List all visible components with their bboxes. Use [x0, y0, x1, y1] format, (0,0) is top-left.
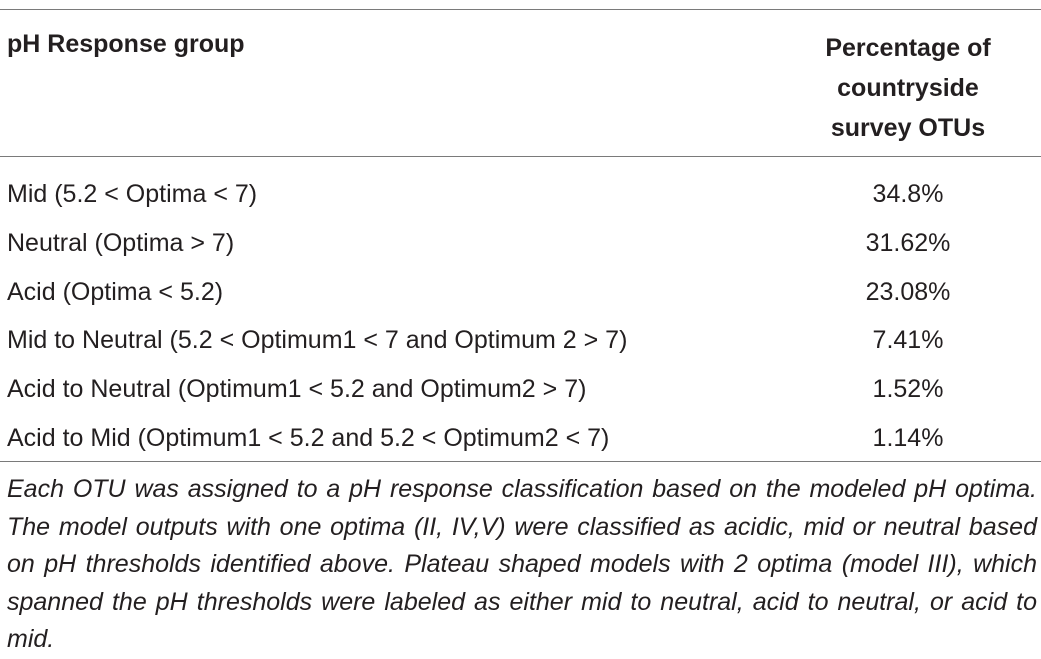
- table-row: Acid (Optima < 5.2) 23.08%: [0, 268, 1041, 317]
- row-percentage: 23.08%: [865, 277, 951, 306]
- table-row: Mid (5.2 < Optima < 7) 34.8%: [0, 170, 1041, 219]
- row-group-label: Acid to Mid (Optimum1 < 5.2 and 5.2 < Op…: [7, 423, 610, 452]
- table-row: Acid to Mid (Optimum1 < 5.2 and 5.2 < Op…: [0, 414, 1041, 463]
- row-group-label: Mid to Neutral (5.2 < Optimum1 < 7 and O…: [7, 326, 628, 355]
- header-percentage-line-3: survey OTUs: [830, 114, 986, 142]
- row-percentage: 1.14%: [872, 423, 944, 452]
- header-rule: [0, 156, 1041, 157]
- header-percentage-line-1: Percentage of: [825, 34, 991, 62]
- row-group-label: Mid (5.2 < Optima < 7): [7, 180, 258, 208]
- table-bottom-rule: [0, 461, 1041, 462]
- header-ph-response-group: pH Response group: [7, 30, 245, 58]
- row-group-label: Acid (Optima < 5.2): [7, 277, 224, 306]
- row-group-label: Acid to Neutral (Optimum1 < 5.2 and Opti…: [7, 375, 587, 404]
- row-percentage: 7.41%: [872, 326, 944, 355]
- header-percentage: Percentage of countryside survey OTUs: [790, 28, 1026, 148]
- row-percentage: 34.8%: [872, 180, 944, 208]
- row-percentage: 31.62%: [865, 228, 951, 257]
- table-row: Acid to Neutral (Optimum1 < 5.2 and Opti…: [0, 365, 1041, 414]
- table-body: Mid (5.2 < Optima < 7) 34.8% Neutral (Op…: [0, 170, 1041, 463]
- header-percentage-line-2: countryside: [837, 74, 979, 102]
- table-footnote: Each OTU was assigned to a pH response c…: [7, 475, 1037, 654]
- table-row: Neutral (Optima > 7) 31.62%: [0, 219, 1041, 268]
- table-row: Mid to Neutral (5.2 < Optimum1 < 7 and O…: [0, 316, 1041, 365]
- table-top-rule: [0, 9, 1041, 10]
- row-group-label: Neutral (Optima > 7): [7, 228, 235, 257]
- row-percentage: 1.52%: [872, 375, 944, 404]
